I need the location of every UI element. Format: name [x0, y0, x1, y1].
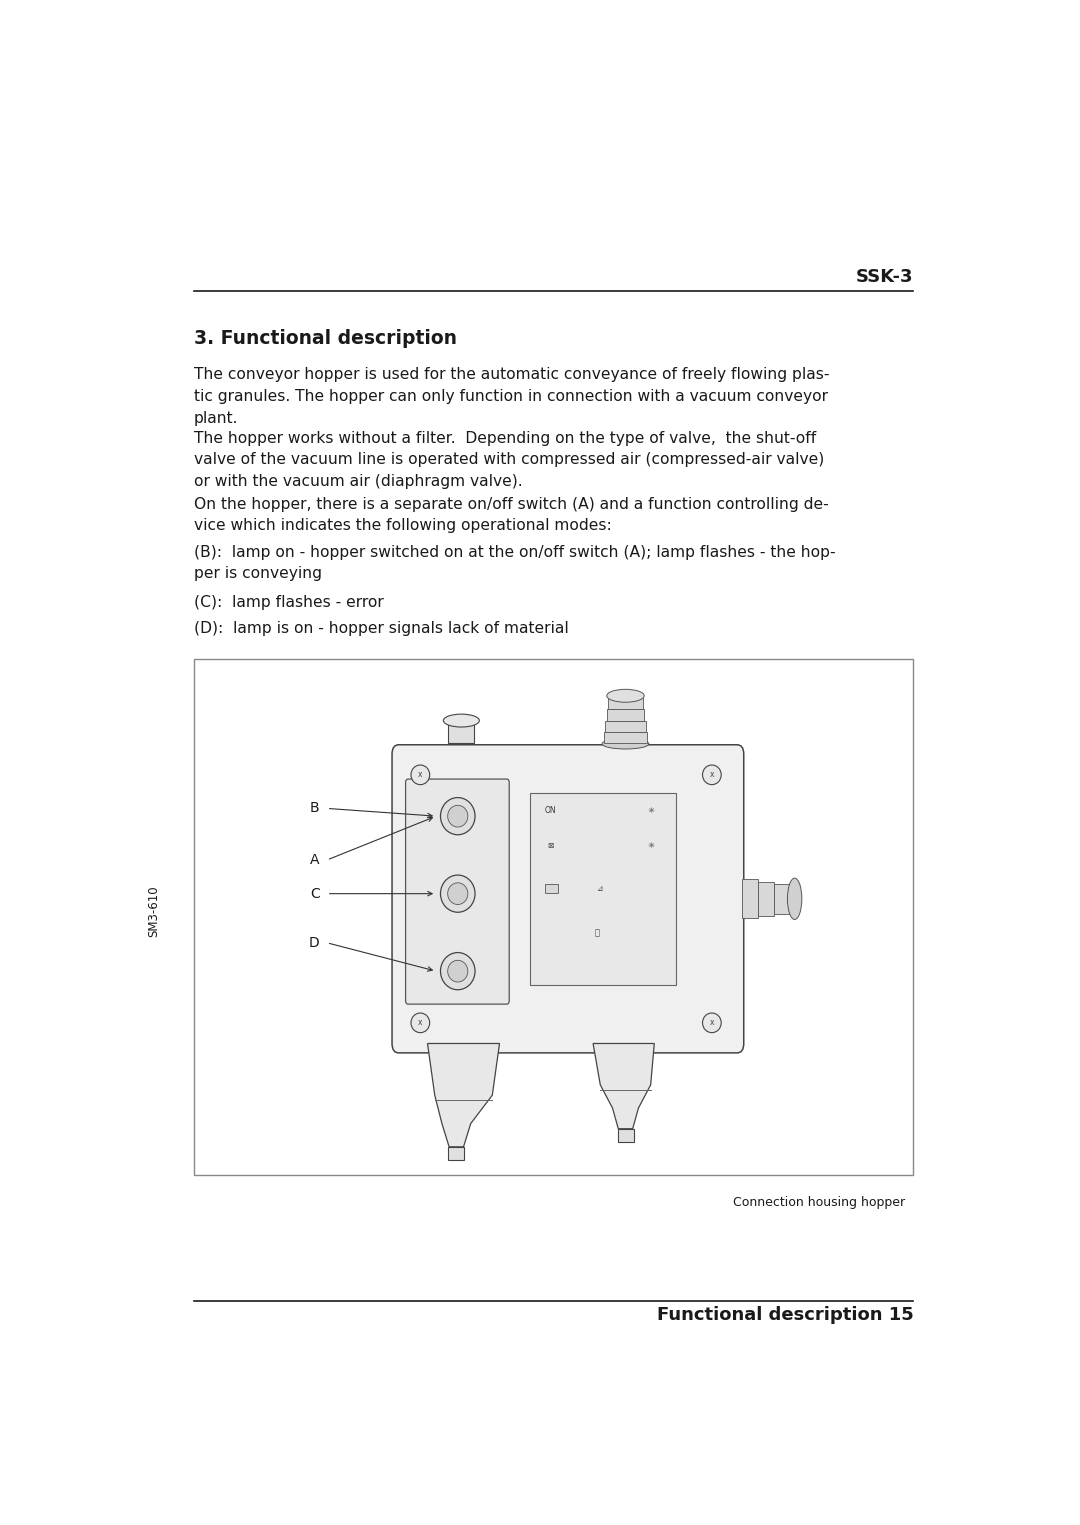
Text: x: x — [418, 1019, 422, 1028]
Text: ✳: ✳ — [647, 842, 654, 849]
Ellipse shape — [411, 1013, 430, 1032]
Bar — [604, 732, 647, 743]
FancyBboxPatch shape — [193, 659, 914, 1176]
Polygon shape — [428, 1043, 500, 1147]
Polygon shape — [593, 1043, 654, 1128]
Bar — [605, 721, 646, 732]
Text: The hopper works without a filter.  Depending on the type of valve,  the shut-of: The hopper works without a filter. Depen… — [193, 430, 824, 490]
Text: x: x — [710, 770, 714, 779]
Bar — [618, 1128, 634, 1142]
Text: ⏚: ⏚ — [594, 927, 599, 936]
Bar — [607, 709, 644, 721]
Text: The conveyor hopper is used for the automatic conveyance of freely flowing plas-: The conveyor hopper is used for the auto… — [193, 368, 829, 425]
Text: x: x — [418, 770, 422, 779]
Ellipse shape — [441, 953, 475, 990]
Text: D: D — [309, 936, 320, 950]
Ellipse shape — [607, 689, 644, 702]
Ellipse shape — [702, 766, 721, 785]
Text: 3. Functional description: 3. Functional description — [193, 328, 457, 348]
Ellipse shape — [787, 878, 801, 920]
FancyBboxPatch shape — [406, 779, 510, 1003]
Bar — [608, 698, 643, 709]
Ellipse shape — [411, 766, 430, 785]
FancyBboxPatch shape — [530, 793, 676, 985]
Text: Functional description 15: Functional description 15 — [657, 1305, 914, 1324]
Ellipse shape — [702, 1013, 721, 1032]
Text: SM3-610: SM3-610 — [147, 884, 160, 936]
Text: x: x — [710, 1019, 714, 1028]
Ellipse shape — [441, 875, 475, 912]
Ellipse shape — [448, 805, 468, 827]
Bar — [448, 723, 474, 743]
Bar — [758, 881, 773, 917]
Text: On the hopper, there is a separate on/off switch (A) and a function controlling : On the hopper, there is a separate on/of… — [193, 497, 828, 534]
FancyBboxPatch shape — [392, 744, 744, 1052]
Text: A: A — [310, 852, 320, 868]
Text: Connection housing hopper: Connection housing hopper — [733, 1196, 905, 1209]
Text: ✳: ✳ — [647, 807, 654, 816]
Text: SSK-3: SSK-3 — [856, 268, 914, 287]
Text: (B):  lamp on - hopper switched on at the on/off switch (A); lamp flashes - the : (B): lamp on - hopper switched on at the… — [193, 544, 835, 581]
Bar — [545, 884, 557, 892]
Bar — [773, 883, 789, 913]
Ellipse shape — [444, 714, 480, 727]
Text: C: C — [310, 886, 320, 901]
Ellipse shape — [602, 738, 649, 749]
Text: ON: ON — [545, 807, 556, 816]
Text: B: B — [310, 802, 320, 816]
Ellipse shape — [448, 883, 468, 904]
Bar — [448, 1147, 464, 1159]
Ellipse shape — [441, 798, 475, 834]
Text: ⊠: ⊠ — [548, 842, 554, 849]
Bar — [742, 880, 758, 918]
Text: (D):  lamp is on - hopper signals lack of material: (D): lamp is on - hopper signals lack of… — [193, 621, 568, 636]
Text: (C):  lamp flashes - error: (C): lamp flashes - error — [193, 595, 383, 610]
Text: ⊿: ⊿ — [596, 884, 603, 894]
Ellipse shape — [448, 961, 468, 982]
